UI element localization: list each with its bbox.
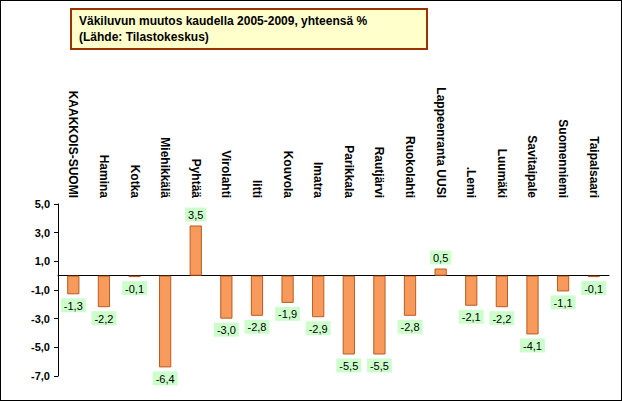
svg-text:Pyhtää: Pyhtää [189, 159, 203, 199]
svg-text:-6,4: -6,4 [156, 373, 175, 385]
svg-text:-2,8: -2,8 [247, 321, 266, 333]
svg-text:Rautjärvi: Rautjärvi [372, 147, 386, 198]
svg-text:-3,0: -3,0 [217, 324, 236, 336]
svg-text:-2,8: -2,8 [401, 321, 420, 333]
svg-text:-5,5: -5,5 [339, 360, 358, 372]
svg-text:Miehikkälä: Miehikkälä [158, 137, 172, 198]
svg-text:Virolahti: Virolahti [219, 150, 233, 198]
svg-text:Imatra: Imatra [311, 162, 325, 198]
svg-text:Kouvola: Kouvola [281, 151, 295, 199]
svg-text:5,0: 5,0 [35, 198, 50, 210]
svg-text:1,0: 1,0 [35, 255, 50, 267]
svg-text:-0,1: -0,1 [584, 283, 603, 295]
svg-text:Suomenniemi: Suomenniemi [556, 119, 570, 198]
svg-text:-7,0: -7,0 [31, 370, 50, 382]
svg-text:3,0: 3,0 [35, 227, 50, 239]
svg-text:Ruokolahti: Ruokolahti [403, 136, 417, 198]
svg-text:-1,3: -1,3 [64, 300, 83, 312]
svg-text:KAAKKOIS-SUOMI: KAAKKOIS-SUOMI [66, 91, 80, 198]
svg-text:Iitti: Iitti [250, 180, 264, 198]
svg-text:.Lemi: .Lemi [464, 167, 478, 198]
svg-text:0,5: 0,5 [433, 252, 448, 264]
svg-text:Kotka: Kotka [128, 165, 142, 199]
svg-text:-1,1: -1,1 [554, 297, 573, 309]
svg-text:-2,2: -2,2 [492, 313, 511, 325]
svg-text:-1,0: -1,0 [31, 284, 50, 296]
svg-text:-4,1: -4,1 [523, 340, 542, 352]
svg-text:Lappeenranta UUSI: Lappeenranta UUSI [434, 87, 448, 198]
svg-text:-1,9: -1,9 [278, 308, 297, 320]
svg-text:Luumäki: Luumäki [495, 149, 509, 198]
svg-text:Parikkala: Parikkala [342, 145, 356, 198]
svg-text:-2,2: -2,2 [94, 313, 113, 325]
svg-text:-0,1: -0,1 [125, 283, 144, 295]
svg-text:3,5: 3,5 [188, 209, 203, 221]
svg-text:Taipalsaari: Taipalsaari [587, 136, 601, 198]
svg-text:(Lähde: Tilastokeskus): (Lähde: Tilastokeskus) [79, 30, 209, 44]
svg-text:Savitaipale: Savitaipale [525, 135, 539, 198]
svg-text:-5,5: -5,5 [370, 360, 389, 372]
svg-text:-2,9: -2,9 [309, 323, 328, 335]
svg-text:-3,0: -3,0 [31, 313, 50, 325]
svg-text:Väkiluvun muutos kaudella 2005: Väkiluvun muutos kaudella 2005-2009, yht… [79, 14, 370, 28]
svg-text:Hamina: Hamina [97, 155, 111, 199]
svg-text:-2,1: -2,1 [462, 311, 481, 323]
svg-text:-5,0: -5,0 [31, 341, 50, 353]
